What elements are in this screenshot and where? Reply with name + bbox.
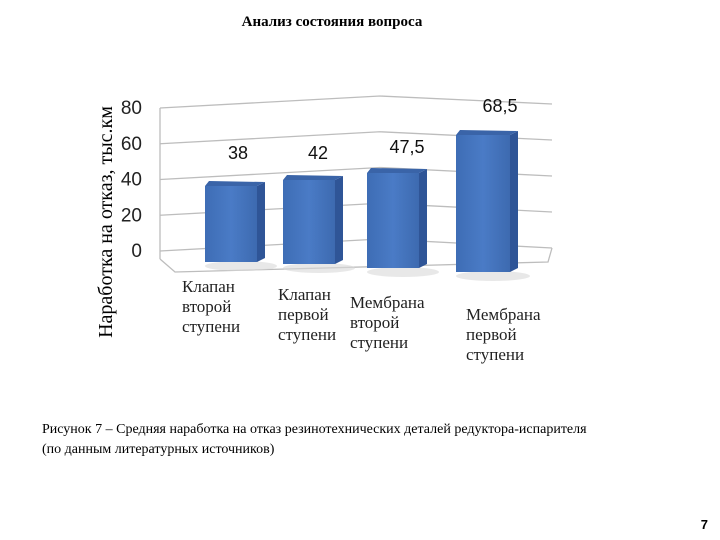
x-category-label: Мембрана второй ступени [350, 293, 425, 352]
x-category-label: Мембрана первой ступени [466, 305, 541, 364]
data-label: 38 [228, 143, 248, 163]
bar [367, 168, 439, 277]
bar [456, 130, 530, 281]
caption-line-1: Рисунок 7 – Средняя наработка на отказ р… [42, 422, 587, 437]
bar-chart: 0 20 40 60 80 38 42 47,5 68,5 Клапан второй ступени… [95, 95, 553, 364]
chart-floor [159, 247, 553, 273]
y-tick-label: 60 [121, 134, 142, 155]
data-label: 42 [308, 143, 328, 163]
y-tick-label: 40 [121, 170, 142, 191]
chart-labels: 0 20 40 60 80 38 42 47,5 68,5 Клапан второй ступени… [121, 96, 541, 364]
caption-line-2: (по данным литературных источников) [42, 442, 275, 457]
data-label: 68,5 [482, 96, 517, 116]
slide-title: Анализ состояния вопроса [0, 14, 720, 31]
page-number: 7 [700, 517, 708, 532]
figure-caption: Рисунок 7 – Средняя наработка на отказ р… [42, 420, 702, 460]
x-category-label: Клапан первой ступени [278, 285, 336, 344]
y-tick-label: 80 [121, 98, 142, 119]
y-tick-label: 20 [121, 205, 142, 226]
data-label: 47,5 [389, 137, 424, 157]
slide-title-text: Анализ состояния вопроса [241, 14, 423, 30]
gridline [159, 95, 553, 109]
x-category-label: Клапан второй ступени [182, 277, 240, 336]
y-tick-label: 0 [131, 241, 142, 262]
y-axis-title: Наработка на отказ, тыс.км [95, 106, 117, 338]
bar [205, 181, 277, 271]
chart-bars [205, 130, 530, 281]
bar [283, 175, 355, 273]
